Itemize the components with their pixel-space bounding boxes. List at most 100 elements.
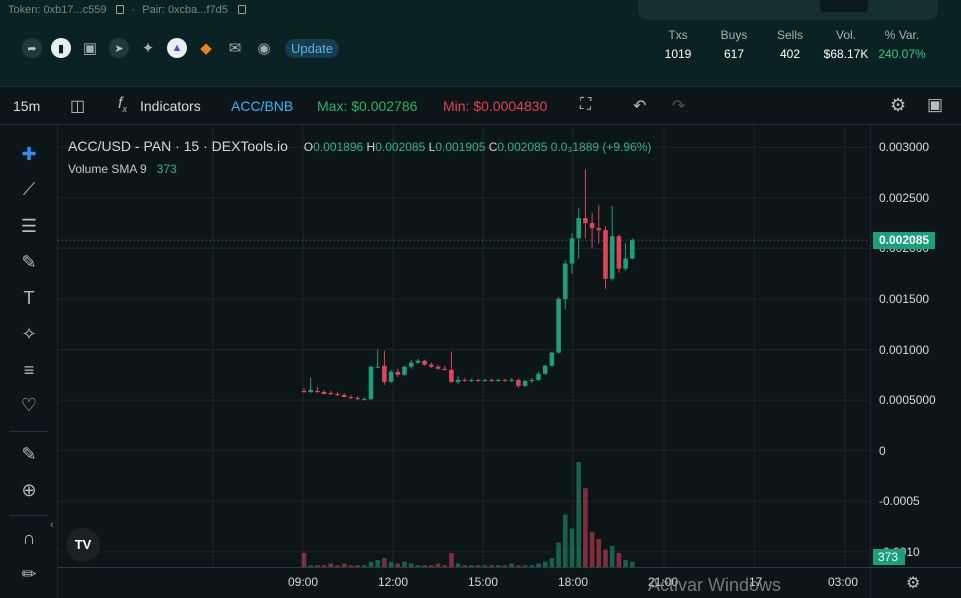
interval-selector[interactable]: 15m (13, 98, 41, 114)
price-axis[interactable]: 0.0030000.0025000.0020000.0015000.001000… (870, 125, 961, 567)
share-icon[interactable]: ➦ (22, 38, 42, 58)
dextools-icon[interactable]: ▮ (51, 38, 71, 58)
volume-bar (308, 565, 313, 567)
candle-body (536, 373, 541, 380)
pair-header: Token: 0xb17...c559 · Pair: 0xcba...f7d5… (0, 0, 961, 86)
brush-icon[interactable]: ✎ (21, 252, 37, 272)
volume-bar (556, 542, 561, 567)
volume-bar (609, 546, 615, 567)
volume-bar (395, 563, 401, 567)
time-tick-label: 21:00 (648, 575, 679, 589)
candle-body (402, 366, 407, 375)
candle-body (462, 379, 468, 381)
volume-bar (482, 565, 488, 567)
lock-drawing-icon[interactable]: ✏ (21, 564, 37, 584)
pair-switch-button[interactable]: ACC/BNB (231, 98, 294, 114)
candle-body (455, 379, 461, 382)
toolbar-divider (10, 515, 48, 516)
price-tick-label: 0.002500 (879, 190, 930, 205)
settings-gear-icon[interactable]: ⚙ (890, 95, 907, 115)
discord-icon[interactable]: ◉ (257, 40, 271, 57)
magnet-icon[interactable]: ∩ (22, 528, 36, 548)
price-chart[interactable] (58, 125, 870, 567)
telegram-icon[interactable]: ➤ (109, 38, 129, 58)
chart-panel: 15m ◫ fx Indicators ACC/BNB Max: $0.0027… (0, 86, 961, 598)
pattern-icon[interactable]: ✧ (21, 324, 37, 344)
stat-label: Txs (668, 28, 688, 42)
zoom-in-icon[interactable]: ⊕ (21, 480, 37, 500)
candle-body (328, 393, 334, 395)
text-tool-icon[interactable]: T (23, 288, 35, 308)
copy-token-icon[interactable] (116, 5, 125, 14)
candle-type-icon[interactable]: ◫ (70, 98, 86, 115)
undo-icon[interactable]: ↶ (633, 98, 647, 115)
volume-bar (509, 563, 514, 567)
volume-bar (315, 565, 320, 567)
volume-bar (341, 563, 347, 567)
candle-body (442, 368, 447, 370)
fib-lines-icon[interactable]: ☰ (20, 216, 38, 236)
volume-bar (442, 565, 447, 567)
axis-gear-icon[interactable]: ⚙ (906, 575, 921, 592)
time-tick-label: 17 (749, 575, 763, 589)
favorites-heart-icon[interactable]: ♡ (20, 395, 38, 415)
metamask-icon[interactable]: ◆ (200, 40, 212, 57)
close-label: C (488, 140, 498, 154)
update-button[interactable]: Update (285, 38, 339, 58)
time-axis[interactable]: 09:00 12:00 15:00 18:00 21:00 17 03:00 (58, 567, 870, 598)
current-price-tag: 0.002085 (873, 232, 935, 250)
crosshair-icon[interactable]: ✚ (21, 144, 37, 164)
volume-bar (429, 565, 434, 567)
candle-body (576, 218, 581, 239)
mail-icon[interactable]: ✉ (228, 40, 242, 57)
candle-body (583, 218, 588, 224)
candle-body (362, 399, 367, 401)
tradingview-logo[interactable]: TV (66, 528, 100, 562)
stat-var: % Var. 240.07% (874, 28, 930, 61)
website-icon[interactable]: ▣ (82, 40, 98, 57)
candle-body (415, 360, 421, 363)
time-tick-label: 15:00 (468, 575, 499, 589)
camera-icon[interactable]: ▣ (927, 95, 944, 114)
volume-bar (502, 565, 508, 567)
candle-body (529, 379, 535, 381)
volume-bar (522, 565, 528, 567)
redo-icon[interactable]: ↷ (672, 98, 686, 115)
volume-bar (328, 563, 334, 567)
projection-icon[interactable]: ≡ (23, 360, 35, 380)
fullscreen-icon[interactable]: ⛶ (580, 96, 592, 113)
dapp-icon[interactable]: ▲ (167, 38, 187, 58)
candle-body (408, 362, 414, 367)
candle-body (475, 379, 481, 381)
fx-icon[interactable]: fx (118, 95, 127, 115)
ohlc-values: O0.001896 H0.002085 L0.001905 C0.002085 … (304, 140, 652, 154)
stats-card-top (638, 0, 938, 20)
axis-settings[interactable]: ⚙ (870, 567, 961, 598)
indicators-button[interactable]: Indicators (140, 98, 201, 114)
price-tick-label: 0.003000 (879, 140, 930, 155)
stat-vol: Vol. $68.17K (818, 28, 874, 61)
price-tick-label: 0 (879, 443, 886, 458)
chart-legend: ACC/USD - PAN · 15 · DEXTools.io O0.0018… (68, 138, 651, 154)
stat-sells: Sells 402 (762, 28, 818, 61)
volume-bar (630, 561, 635, 567)
ruler-icon[interactable]: ✎ (21, 444, 37, 464)
volume-bar (362, 565, 367, 567)
volume-tag: 373 (873, 549, 905, 565)
trend-line-icon[interactable]: ⟋ (22, 179, 36, 199)
volume-bar (616, 553, 622, 567)
copy-pair-icon[interactable] (237, 5, 246, 14)
volume-bar (623, 560, 628, 567)
candle-body (388, 371, 394, 382)
volume-indicator-value: 373 (156, 162, 177, 176)
collapse-toolbar-icon[interactable]: ‹ (50, 519, 54, 531)
twitter-icon[interactable]: ✦ (141, 40, 155, 57)
volume-bar (455, 563, 461, 567)
candle-body (301, 391, 307, 393)
candle-body (482, 379, 488, 381)
chart-toolbar: 15m ◫ fx Indicators ACC/BNB Max: $0.0027… (0, 87, 961, 125)
candle-body (375, 366, 380, 368)
candle-body (516, 379, 521, 386)
volume-bar (348, 565, 354, 567)
volume-bar (549, 558, 555, 567)
